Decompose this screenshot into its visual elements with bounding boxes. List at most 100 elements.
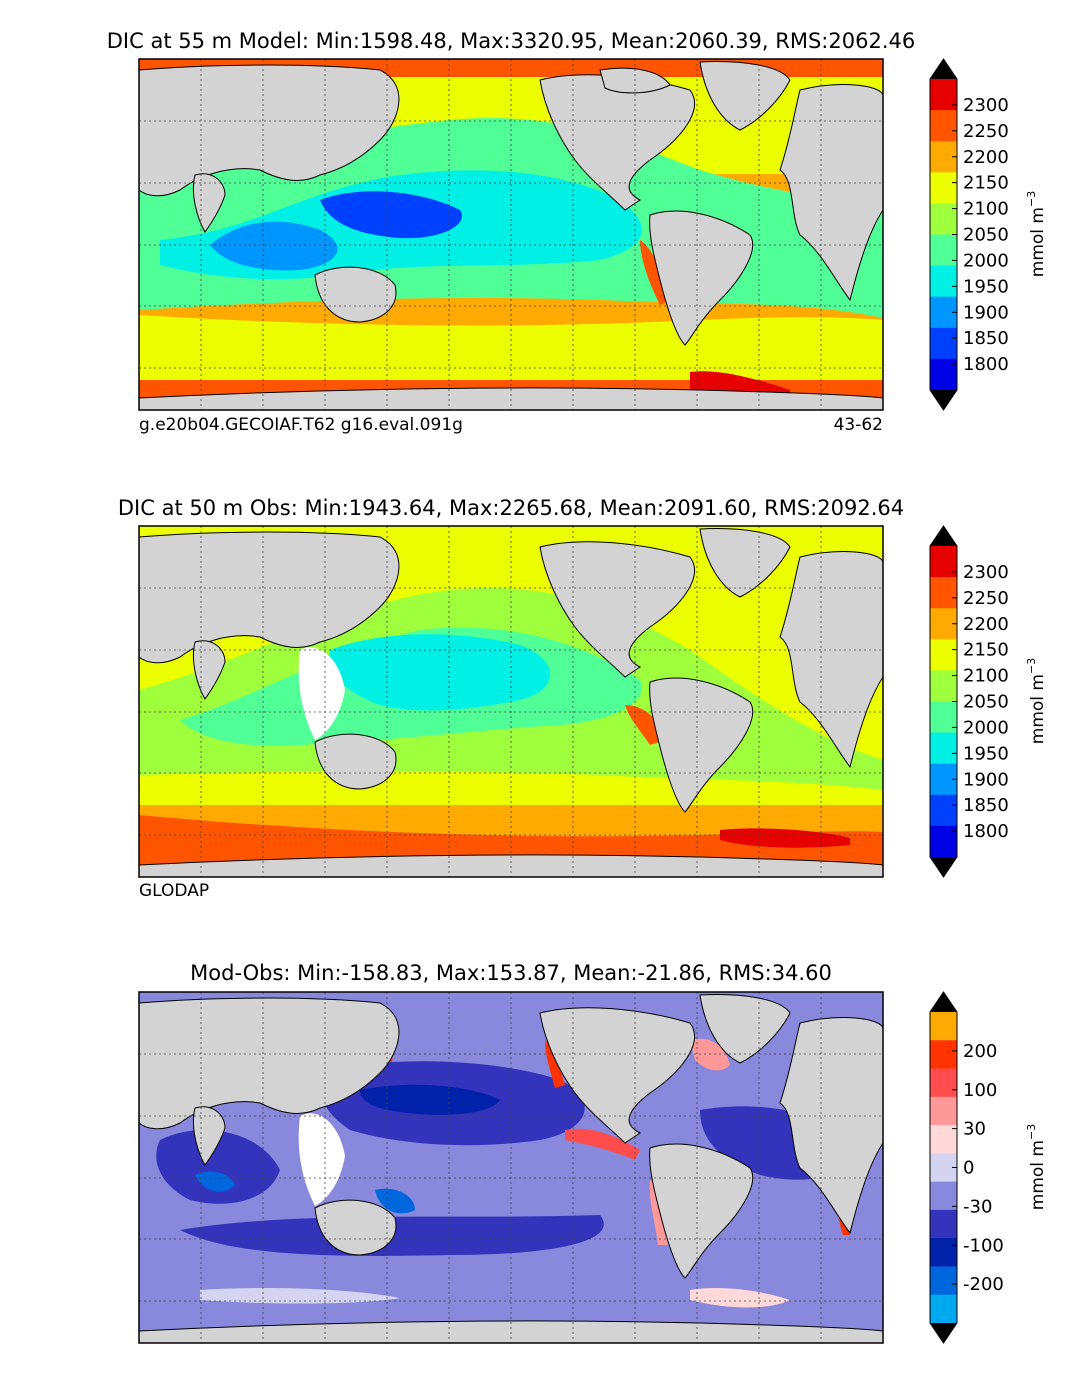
- panel-obs: DIC at 50 m Obs: Min:1943.64, Max:2265.6…: [118, 496, 1048, 901]
- land-eurasia: [139, 64, 400, 197]
- colorbar-tick-label: 2150: [963, 173, 1009, 194]
- band-red-caribbean: [565, 1128, 640, 1160]
- land-south-america: [649, 1143, 754, 1279]
- colorbar-tick-label: 1850: [963, 328, 1009, 349]
- land-australia: [314, 266, 397, 323]
- colorbar-tick-label: 2050: [963, 692, 1009, 713]
- band-pink-patagonia: [690, 1288, 790, 1308]
- panel-title: DIC at 50 m Obs: Min:1943.64, Max:2265.6…: [118, 496, 904, 520]
- colorbar-tick-label: 30: [963, 1119, 986, 1140]
- colorbar-segment: [930, 234, 957, 267]
- panel-model: DIC at 55 m Model: Min:1598.48, Max:3320…: [107, 29, 1048, 435]
- colorbar-tick-label: 1800: [963, 354, 1009, 375]
- colorbar-label: mmol m−3: [1025, 191, 1048, 277]
- colorbar-segment: [930, 1068, 957, 1098]
- band-red-antarctic: [720, 828, 850, 848]
- land-greenland: [699, 528, 791, 598]
- land-south-america: [649, 677, 754, 813]
- colorbar-extend-max: [930, 526, 957, 546]
- gridlines: [139, 992, 883, 1343]
- colorbar: 2300 2250 2200 2150 2100 2050 2000 1950 1900 1850…: [929, 525, 1009, 878]
- map-plot: [139, 59, 883, 410]
- colorbar-segment: [930, 701, 957, 734]
- band-cyan: [329, 634, 550, 711]
- colorbar-tick-label: 2050: [963, 225, 1009, 246]
- colorbar-extend-max: [930, 992, 957, 1012]
- colorbar-segment: [930, 1238, 957, 1267]
- colorbar-tick-label: 2200: [963, 147, 1009, 168]
- land-north-america: [539, 541, 695, 678]
- colorbar-tick-label: -30: [963, 1196, 992, 1217]
- footer-years: 43-62: [834, 415, 883, 435]
- colorbar-tick-label: 1950: [963, 743, 1009, 764]
- band-blue-warmpool: [320, 191, 462, 239]
- band-darkblue-indian: [156, 1130, 280, 1204]
- colorbar-segment: [930, 794, 957, 827]
- land-south-america: [649, 210, 754, 346]
- colorbar-tick-label: 2250: [963, 588, 1009, 609]
- nodata-indonesia: [298, 647, 345, 740]
- colorbar-segment: [930, 1209, 957, 1239]
- land-greenland: [699, 994, 791, 1064]
- colorbar-label: mmol m−3: [1025, 1124, 1048, 1210]
- colorbar-extend-min: [930, 857, 957, 877]
- plot-frame: [138, 991, 884, 1344]
- band-mid-yellow: [139, 315, 883, 380]
- colorbar-tick-label: -200: [963, 1274, 1004, 1295]
- colorbar-segment: [930, 172, 957, 204]
- colorbar-segment: [930, 265, 957, 298]
- colorbar-tick-label: 2100: [963, 666, 1009, 687]
- colorbar-tick-label: 2150: [963, 640, 1009, 661]
- colorbar-tick-label: 100: [963, 1080, 997, 1101]
- land-australia: [314, 1199, 397, 1256]
- panel-title: DIC at 55 m Model: Min:1598.48, Max:3320…: [107, 29, 915, 53]
- colorbar-extend-max: [930, 59, 957, 79]
- plot-frame: [138, 525, 884, 878]
- map-plot: [139, 992, 883, 1343]
- land-europe-africa: [779, 1017, 883, 1235]
- band-lightblue-south: [200, 1287, 400, 1304]
- colorbar-tick-label: 2200: [963, 614, 1009, 635]
- footer-source: GLODAP: [139, 881, 209, 901]
- colorbar-segment: [930, 639, 957, 671]
- colorbar-tick-label: 1950: [963, 276, 1009, 297]
- land-india: [192, 640, 226, 700]
- gridlines: [139, 59, 883, 410]
- colorbar-tick-label: 2000: [963, 717, 1009, 738]
- colorbar-segment: [930, 1294, 957, 1324]
- colorbar-frame: [929, 991, 958, 1344]
- land-europe-africa: [779, 84, 883, 302]
- land-greenland: [699, 61, 791, 131]
- colorbar-tick-label: -100: [963, 1235, 1004, 1256]
- panel-title: Mod-Obs: Min:-158.83, Max:153.87, Mean:-…: [190, 961, 832, 985]
- land-india: [192, 1106, 226, 1166]
- colorbar-segment: [930, 1181, 957, 1211]
- colorbar-segment: [930, 1012, 957, 1041]
- land-north-america: [539, 1007, 695, 1144]
- map-plot: [139, 526, 883, 877]
- colorbar-tick-label: 1900: [963, 302, 1009, 323]
- colorbar: 200 100 30 0 -30 -100 -200: [929, 991, 1004, 1344]
- colorbar-tick-label: 1850: [963, 795, 1009, 816]
- plot-frame: [138, 58, 884, 411]
- land-eurasia: [139, 531, 400, 664]
- band-midblue-indian: [195, 1171, 235, 1192]
- colorbar-segment: [930, 546, 957, 578]
- colorbar-segment: [930, 1096, 957, 1126]
- land-india: [192, 173, 226, 233]
- land-eurasia: [139, 997, 400, 1130]
- land-australia: [314, 733, 397, 790]
- footer-case-name: g.e20b04.GECOIAF.T62 g16.eval.091g: [139, 415, 463, 435]
- colorbar: 2300 2250 2200 2150 2100 2050 2000 1950 1900 1850…: [929, 58, 1009, 411]
- colorbar-tick-label: 2250: [963, 121, 1009, 142]
- colorbar-segment: [930, 110, 957, 142]
- panel-difference: Mod-Obs: Min:-158.83, Max:153.87, Mean:-…: [138, 961, 1048, 1344]
- colorbar-tick-label: 2100: [963, 199, 1009, 220]
- band-red-alaska: [545, 1040, 565, 1088]
- colorbar-frame: [929, 525, 958, 878]
- band-orange-peru: [625, 705, 665, 745]
- colorbar-label: mmol m−3: [1025, 658, 1048, 744]
- colorbar-tick-label: 2000: [963, 250, 1009, 271]
- colorbar-frame: [929, 58, 958, 411]
